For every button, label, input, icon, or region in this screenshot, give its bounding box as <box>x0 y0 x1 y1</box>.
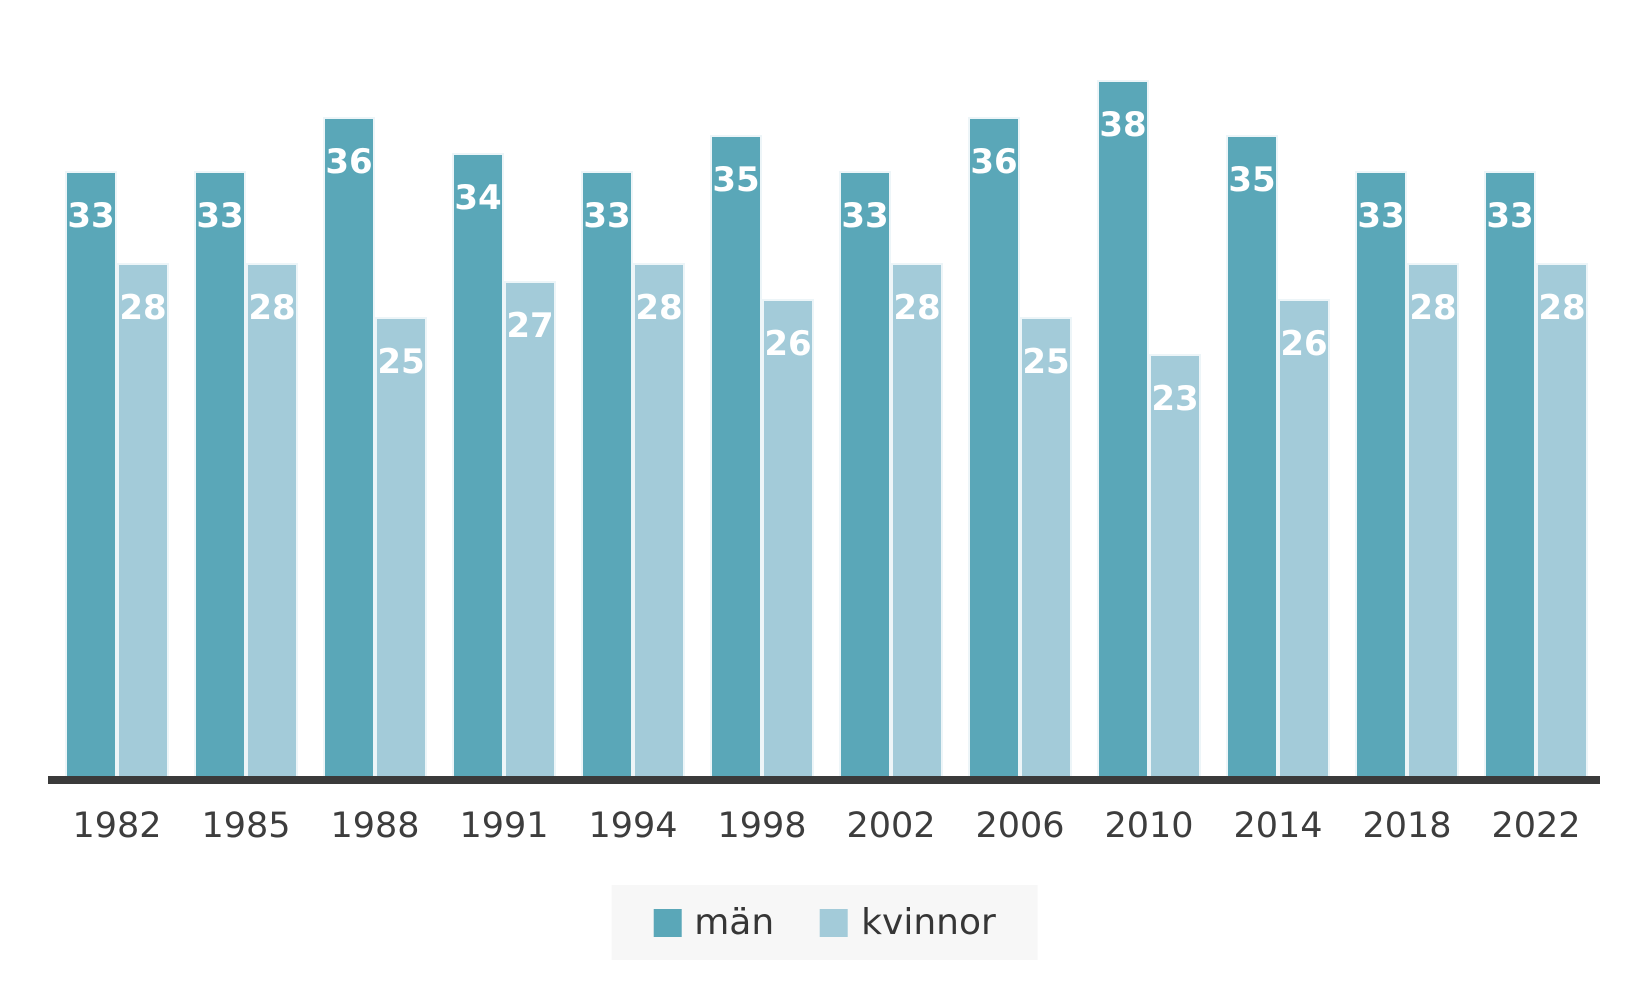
bar-group: 33 28 <box>1486 76 1586 776</box>
bar-kvinnor: 27 <box>506 283 554 776</box>
bar-value-label: 38 <box>1099 105 1147 145</box>
bar-kvinnor: 28 <box>1409 265 1457 776</box>
x-axis-label: 1994 <box>588 806 678 846</box>
bar-group: 33 28 <box>1357 76 1457 776</box>
bar-group: 36 25 <box>325 76 425 776</box>
bar-man: 36 <box>325 119 373 776</box>
x-axis-label: 1982 <box>72 806 162 846</box>
bar-value-label: 25 <box>377 342 425 382</box>
bar-kvinnor: 25 <box>1022 319 1070 776</box>
bar-kvinnor: 28 <box>635 265 683 776</box>
x-axis-label: 2010 <box>1104 806 1194 846</box>
x-axis-label: 1998 <box>717 806 807 846</box>
bar-value-label: 33 <box>67 196 115 236</box>
bar-value-label: 28 <box>1409 288 1457 328</box>
bar-man: 35 <box>1228 137 1276 776</box>
bar-kvinnor: 28 <box>1538 265 1586 776</box>
bar-man: 35 <box>712 137 760 776</box>
bar-man: 33 <box>196 173 244 776</box>
bar-value-label: 35 <box>1228 160 1276 200</box>
x-axis-label: 2014 <box>1233 806 1323 846</box>
legend: män kvinnor <box>611 885 1038 960</box>
bar-value-label: 26 <box>764 324 812 364</box>
bar-man: 33 <box>841 173 889 776</box>
bar-value-label: 27 <box>506 306 554 346</box>
x-axis-labels: 1982 1985 1988 1991 1994 1998 2002 2006 2010 2014… <box>67 804 1586 848</box>
x-axis-label: 2006 <box>975 806 1065 846</box>
bar-man: 33 <box>67 173 115 776</box>
bar-kvinnor: 23 <box>1151 356 1199 776</box>
bar-value-label: 28 <box>635 288 683 328</box>
bar-man: 33 <box>1357 173 1405 776</box>
bar-kvinnor: 25 <box>377 319 425 776</box>
bar-value-label: 33 <box>1357 196 1405 236</box>
legend-item-kvinnor: kvinnor <box>820 901 996 943</box>
bar-value-label: 26 <box>1280 324 1328 364</box>
bar-kvinnor: 28 <box>893 265 941 776</box>
bar-value-label: 28 <box>248 288 296 328</box>
legend-item-man: män <box>653 901 775 943</box>
bar-value-label: 28 <box>893 288 941 328</box>
bar-group: 33 28 <box>841 76 941 776</box>
legend-label-kvinnor: kvinnor <box>861 901 996 943</box>
bar-group: 38 23 <box>1099 76 1199 776</box>
bar-group: 36 25 <box>970 76 1070 776</box>
bar-kvinnor: 28 <box>248 265 296 776</box>
bar-group: 33 28 <box>196 76 296 776</box>
x-axis-label: 1991 <box>459 806 549 846</box>
bar-group: 33 28 <box>67 76 167 776</box>
x-axis-label: 2002 <box>846 806 936 846</box>
bar-value-label: 35 <box>712 160 760 200</box>
bar-group: 35 26 <box>1228 76 1328 776</box>
bar-kvinnor: 28 <box>119 265 167 776</box>
bar-group: 34 27 <box>454 76 554 776</box>
x-axis-label: 2018 <box>1362 806 1452 846</box>
bar-kvinnor: 26 <box>1280 301 1328 776</box>
x-axis-label: 1988 <box>330 806 420 846</box>
bar-value-label: 28 <box>1538 288 1586 328</box>
bar-man: 33 <box>583 173 631 776</box>
bar-value-label: 25 <box>1022 342 1070 382</box>
bar-value-label: 33 <box>583 196 631 236</box>
bar-value-label: 36 <box>325 142 373 182</box>
bar-value-label: 33 <box>841 196 889 236</box>
bar-value-label: 28 <box>119 288 167 328</box>
bar-man: 34 <box>454 155 502 776</box>
bar-group: 33 28 <box>583 76 683 776</box>
legend-label-man: män <box>694 901 775 943</box>
bar-man: 38 <box>1099 82 1147 776</box>
bar-value-label: 33 <box>1486 196 1534 236</box>
bar-value-label: 33 <box>196 196 244 236</box>
bar-value-label: 36 <box>970 142 1018 182</box>
bar-man: 36 <box>970 119 1018 776</box>
x-axis-label: 2022 <box>1491 806 1581 846</box>
plot-area: 33 28 33 28 36 25 34 27 33 28 35 26 33 28 36 25 38 23 35 26… <box>67 76 1586 776</box>
bar-value-label: 34 <box>454 178 502 218</box>
bar-value-label: 23 <box>1151 379 1199 419</box>
legend-swatch-man <box>653 908 682 937</box>
bar-kvinnor: 26 <box>764 301 812 776</box>
bar-group: 35 26 <box>712 76 812 776</box>
legend-swatch-kvinnor <box>820 908 849 937</box>
bar-man: 33 <box>1486 173 1534 776</box>
x-axis-label: 1985 <box>201 806 291 846</box>
x-axis-line <box>48 776 1600 784</box>
